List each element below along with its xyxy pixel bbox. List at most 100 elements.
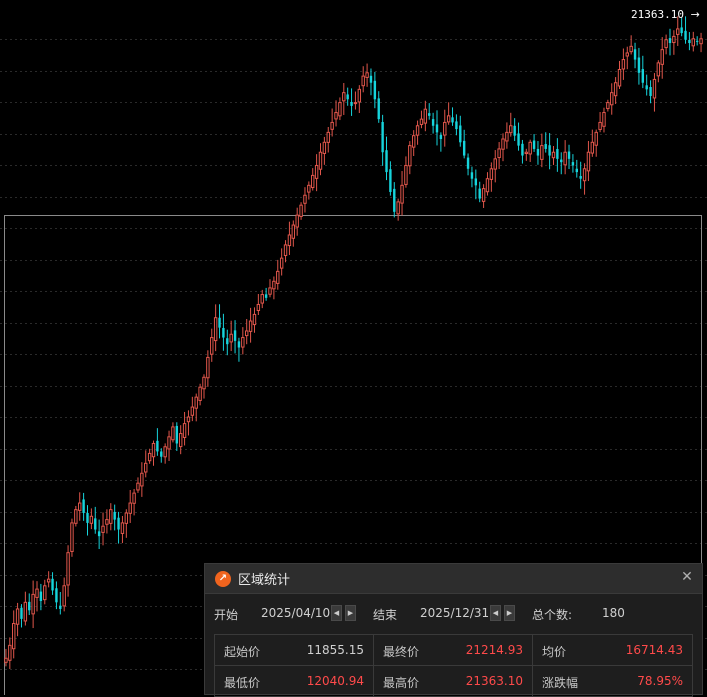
candle: [462, 129, 466, 159]
candle-body-up: [62, 585, 66, 607]
candle-body-up: [563, 151, 567, 166]
candle: [672, 30, 676, 55]
candle-body-up: [283, 244, 288, 257]
candle-body-down: [633, 49, 637, 60]
candle-body-up: [656, 62, 661, 77]
candle: [222, 313, 225, 351]
candle-body-up: [144, 462, 148, 473]
close-icon[interactable]: ✕: [681, 569, 693, 585]
panel-header[interactable]: ↗ 区域统计 ✕: [205, 564, 702, 594]
candle-body-up: [287, 234, 292, 247]
candle-body-up: [136, 482, 140, 491]
candle: [55, 581, 58, 610]
candle: [124, 509, 129, 538]
candle-body-up: [89, 515, 94, 524]
candle-body-up: [625, 52, 629, 57]
candle: [582, 163, 587, 195]
candle-body-up: [660, 49, 664, 65]
candle-body-up: [229, 333, 233, 343]
candle-body-up: [551, 151, 556, 159]
candle: [330, 108, 334, 137]
candle: [691, 31, 695, 52]
candle-body-down: [641, 69, 645, 83]
candle-body-up: [419, 118, 424, 125]
start-date[interactable]: 2025/04/10: [261, 606, 331, 620]
candle: [86, 505, 89, 536]
candle: [295, 207, 299, 236]
candle-body-down: [684, 30, 687, 40]
candle: [210, 328, 214, 362]
candle: [78, 492, 82, 521]
candle-body-up: [509, 125, 513, 134]
candle: [70, 518, 74, 557]
candle: [202, 374, 206, 399]
candle-body-down: [117, 517, 120, 530]
candle: [59, 591, 62, 615]
candle-body-up: [672, 35, 676, 44]
candle: [147, 448, 152, 464]
candle-body-down: [381, 121, 384, 153]
candle-body-up: [272, 280, 276, 290]
candle-body-down: [28, 601, 31, 611]
candle-body-up: [497, 148, 501, 158]
candle: [365, 63, 369, 87]
candle: [415, 120, 420, 145]
candle-body-up: [206, 356, 210, 379]
stat-cell-avg-price: 均价 16714.43: [533, 635, 693, 666]
candle: [43, 579, 47, 605]
stat-label: 最低价: [224, 676, 261, 690]
candle: [590, 129, 595, 157]
candle-body-up: [501, 138, 505, 150]
candle-body-up: [23, 601, 28, 622]
candle: [668, 28, 672, 56]
candle: [318, 143, 323, 176]
candle-body-up: [404, 164, 408, 185]
start-next-button[interactable]: ▶: [345, 605, 356, 621]
candle-body-down: [637, 57, 641, 73]
candle: [241, 327, 245, 355]
candle: [656, 60, 661, 83]
candle-body-up: [396, 201, 400, 215]
candle: [144, 450, 148, 478]
range-stats-panel: ↗ 区域统计 ✕ 开始 2025/04/10 ◀ ▶ 结束 2025/12/31…: [204, 563, 703, 697]
candle: [299, 202, 303, 220]
end-prev-button[interactable]: ◀: [490, 605, 501, 621]
candle-body-down: [536, 148, 540, 156]
candle: [517, 122, 520, 151]
start-prev-button[interactable]: ◀: [331, 605, 342, 621]
candle: [544, 132, 547, 153]
candle-body-down: [556, 149, 559, 159]
candle-body-down: [237, 341, 241, 348]
candle: [113, 504, 116, 531]
candle-body-up: [303, 194, 307, 204]
candle-body-down: [513, 125, 516, 136]
candle-body-up: [31, 593, 35, 615]
candle-body-up: [210, 337, 214, 355]
candle-body-up: [74, 509, 78, 524]
end-date[interactable]: 2025/12/31: [420, 606, 490, 620]
candle-body-up: [35, 588, 39, 598]
candle-body-up: [408, 145, 412, 167]
candle: [373, 71, 377, 109]
candle-body-down: [156, 440, 159, 452]
candle-body-up: [334, 112, 338, 120]
high-price-value: 21363.10: [631, 8, 684, 21]
candle-body-down: [688, 39, 691, 44]
candle: [218, 304, 221, 339]
candle-body-up: [326, 131, 330, 143]
candle: [8, 637, 12, 669]
candle: [684, 16, 687, 44]
candle: [109, 503, 113, 531]
stat-value: 78.95%: [637, 674, 683, 688]
candle: [4, 648, 8, 667]
candle: [248, 307, 253, 343]
candle: [536, 141, 540, 165]
candle: [190, 396, 195, 422]
candle-body-up: [365, 72, 369, 78]
candle: [567, 144, 571, 170]
candle-body-down: [474, 178, 478, 186]
candle-body-up: [621, 59, 626, 70]
candle: [613, 77, 618, 104]
end-next-button[interactable]: ▶: [504, 605, 515, 621]
